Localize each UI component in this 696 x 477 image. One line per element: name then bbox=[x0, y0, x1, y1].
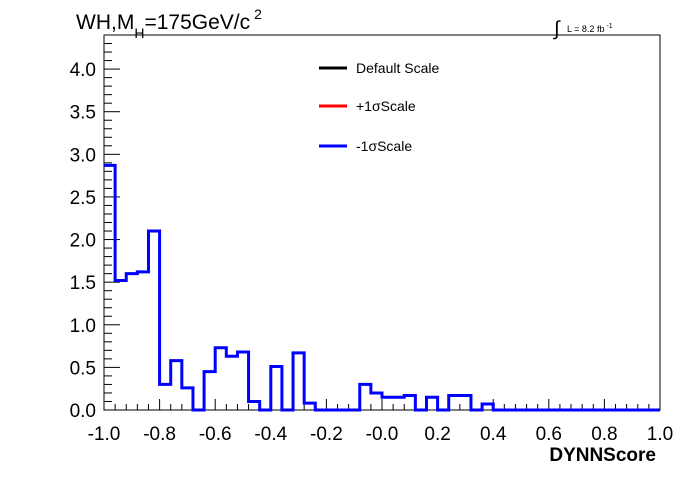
y-tick-label: 0.0 bbox=[70, 401, 96, 422]
luminosity-superscript: -1 bbox=[606, 23, 612, 30]
y-tick-label: 2.5 bbox=[70, 188, 96, 209]
x-tick-label: 0.8 bbox=[591, 424, 617, 445]
chart-title-suffix: =175GeV/c bbox=[144, 11, 250, 34]
luminosity-text: L = 8.2 fb -1 bbox=[567, 23, 613, 34]
x-tick-label: -0.2 bbox=[310, 424, 343, 445]
y-tick-label: 3.0 bbox=[70, 145, 96, 166]
x-axis: -1.0 -0.8 -0.6 -0.4 -0.2 -0.0 0.2 0.4 0.6 0.8 1.0 bbox=[88, 399, 673, 445]
y-tick-label: 1.0 bbox=[70, 316, 96, 337]
chart-title: WH,MH=175GeV/c 2 bbox=[76, 6, 262, 41]
histogram-series bbox=[104, 163, 660, 412]
x-tick-label: -1.0 bbox=[88, 424, 121, 445]
y-axis: 0.0 0.5 1.0 1.5 2.0 2.5 3.0 3.5 4.0 bbox=[70, 34, 120, 422]
x-tick-label: -0.8 bbox=[143, 424, 176, 445]
x-tick-label: -0.4 bbox=[254, 424, 287, 445]
legend-label: +1σScale bbox=[356, 98, 416, 114]
x-axis-label: DYNNScore bbox=[549, 445, 656, 466]
histogram-line bbox=[104, 163, 660, 412]
x-tick-label: -0.6 bbox=[199, 424, 232, 445]
luminosity-annotation: ∫ L = 8.2 fb -1 bbox=[553, 18, 613, 40]
y-tick-label: 2.0 bbox=[70, 231, 96, 252]
y-tick-label: 1.5 bbox=[70, 273, 96, 294]
x-tick-label: 0.4 bbox=[480, 424, 507, 445]
luminosity-value: L = 8.2 fb bbox=[567, 24, 604, 34]
legend: Default Scale +1σScale -1σScale bbox=[319, 60, 439, 154]
legend-label: Default Scale bbox=[356, 60, 439, 76]
x-tick-label: -0.0 bbox=[366, 424, 399, 445]
x-tick-label: 0.6 bbox=[536, 424, 562, 445]
plot-frame bbox=[103, 34, 661, 411]
x-tick-label: 0.2 bbox=[424, 424, 450, 445]
chart-title-prefix: WH,M bbox=[76, 11, 134, 34]
chart-title-subscript: H bbox=[134, 25, 144, 41]
y-tick-label: 0.5 bbox=[70, 358, 96, 379]
integral-symbol: ∫ bbox=[553, 18, 561, 40]
y-tick-label: 4.0 bbox=[70, 60, 96, 81]
chart-title-superscript: 2 bbox=[254, 6, 262, 22]
legend-label: -1σScale bbox=[356, 138, 412, 154]
y-tick-label: 3.5 bbox=[70, 103, 96, 124]
x-tick-label: 1.0 bbox=[647, 424, 673, 445]
